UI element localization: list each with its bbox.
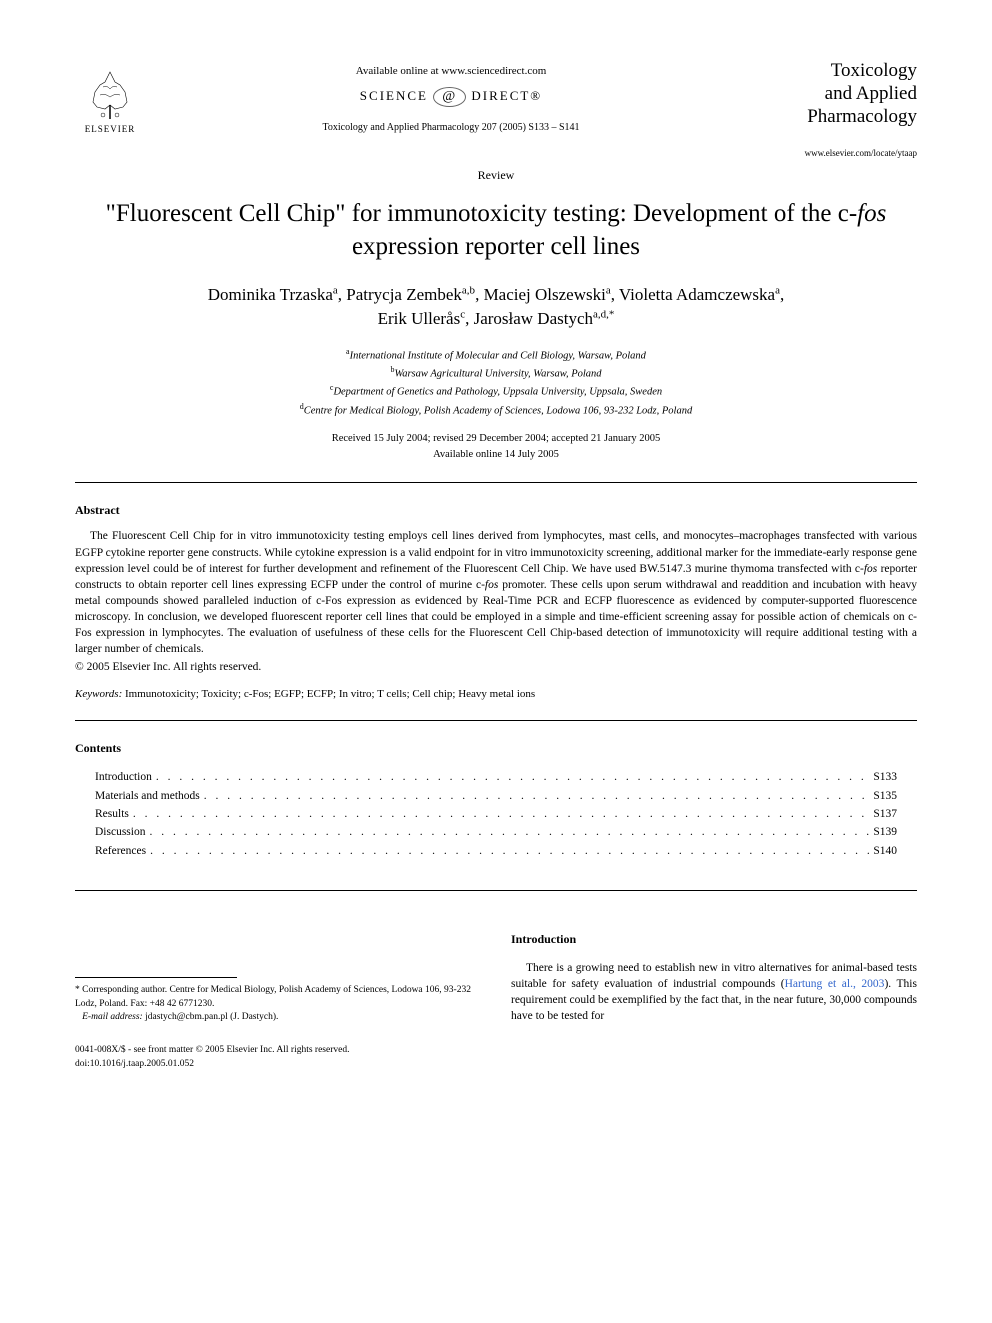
science-direct-logo: SCIENCE @ DIRECT® — [145, 87, 757, 107]
contents-page: S133 — [873, 768, 897, 786]
abstract-section: Abstract The Fluorescent Cell Chip for i… — [75, 503, 917, 673]
contents-item[interactable]: Discussion . . . . . . . . . . . . . . .… — [95, 823, 897, 841]
copyright: © 2005 Elsevier Inc. All rights reserved… — [75, 661, 917, 673]
authors: Dominika Trzaskaa, Patrycja Zembeka,b, M… — [75, 283, 917, 331]
footnote-rule — [75, 977, 237, 978]
article-title: "Fluorescent Cell Chip" for immunotoxici… — [75, 198, 917, 263]
contents-page: S140 — [873, 842, 897, 860]
article-dates: Received 15 July 2004; revised 29 Decemb… — [75, 431, 917, 463]
footer-line1: 0041-008X/$ - see front matter © 2005 El… — [75, 1044, 917, 1057]
contents-page: S139 — [873, 823, 897, 841]
elsevier-name: ELSEVIER — [85, 124, 136, 134]
citation: Toxicology and Applied Pharmacology 207 … — [145, 122, 757, 133]
sd-prefix: SCIENCE — [360, 88, 428, 103]
contents-dots: . . . . . . . . . . . . . . . . . . . . … — [152, 768, 873, 786]
contents-label: Introduction — [95, 768, 152, 786]
body-columns: * Corresponding author. Centre for Medic… — [75, 931, 917, 1024]
contents-dots: . . . . . . . . . . . . . . . . . . . . … — [200, 787, 874, 805]
page-footer: 0041-008X/$ - see front matter © 2005 El… — [75, 1044, 917, 1071]
contents-item[interactable]: References . . . . . . . . . . . . . . .… — [95, 842, 897, 860]
contents-label: Materials and methods — [95, 787, 200, 805]
divider — [75, 482, 917, 483]
journal-title: Toxicology and Applied Pharmacology — [757, 60, 917, 128]
contents-section: Contents Introduction . . . . . . . . . … — [75, 741, 917, 860]
contents-heading: Contents — [75, 741, 917, 756]
contents-label: Results — [95, 805, 129, 823]
abstract-text: The Fluorescent Cell Chip for in vitro i… — [75, 528, 917, 657]
divider — [75, 890, 917, 891]
keywords-label: Keywords: — [75, 688, 122, 700]
contents-item[interactable]: Introduction . . . . . . . . . . . . . .… — [95, 768, 897, 786]
available-online-text: Available online at www.sciencedirect.co… — [145, 65, 757, 77]
contents-dots: . . . . . . . . . . . . . . . . . . . . … — [129, 805, 873, 823]
contents-item[interactable]: Results . . . . . . . . . . . . . . . . … — [95, 805, 897, 823]
corresponding-author-footnote: * Corresponding author. Centre for Medic… — [75, 984, 481, 1024]
keywords-text: Immunotoxicity; Toxicity; c-Fos; EGFP; E… — [122, 688, 535, 700]
sd-suffix: DIRECT® — [471, 88, 542, 103]
contents-label: Discussion — [95, 823, 145, 841]
journal-branding: Toxicology and Applied Pharmacology www.… — [757, 60, 917, 158]
elsevier-logo: ELSEVIER — [75, 60, 145, 140]
elsevier-tree-icon — [85, 67, 135, 122]
right-column: Introduction There is a growing need to … — [511, 931, 917, 1024]
contents-label: References — [95, 842, 146, 860]
affiliations: aInternational Institute of Molecular an… — [75, 346, 917, 419]
contents-page: S135 — [873, 787, 897, 805]
article-type: Review — [75, 168, 917, 183]
left-column: * Corresponding author. Centre for Medic… — [75, 931, 481, 1024]
abstract-heading: Abstract — [75, 503, 917, 518]
contents-page: S137 — [873, 805, 897, 823]
introduction-text: There is a growing need to establish new… — [511, 960, 917, 1024]
reference-link[interactable]: Hartung et al., 2003 — [785, 978, 885, 990]
contents-dots: . . . . . . . . . . . . . . . . . . . . … — [146, 842, 873, 860]
introduction-heading: Introduction — [511, 931, 917, 948]
contents-list: Introduction . . . . . . . . . . . . . .… — [75, 768, 917, 860]
page-header: ELSEVIER Available online at www.science… — [75, 60, 917, 158]
contents-dots: . . . . . . . . . . . . . . . . . . . . … — [145, 823, 873, 841]
divider — [75, 720, 917, 721]
header-center: Available online at www.sciencedirect.co… — [145, 60, 757, 138]
journal-url: www.elsevier.com/locate/ytaap — [757, 148, 917, 158]
footer-doi: doi:10.1016/j.taap.2005.01.052 — [75, 1058, 917, 1071]
contents-item[interactable]: Materials and methods . . . . . . . . . … — [95, 787, 897, 805]
keywords: Keywords: Immunotoxicity; Toxicity; c-Fo… — [75, 688, 917, 700]
sd-at-icon: @ — [433, 87, 466, 107]
